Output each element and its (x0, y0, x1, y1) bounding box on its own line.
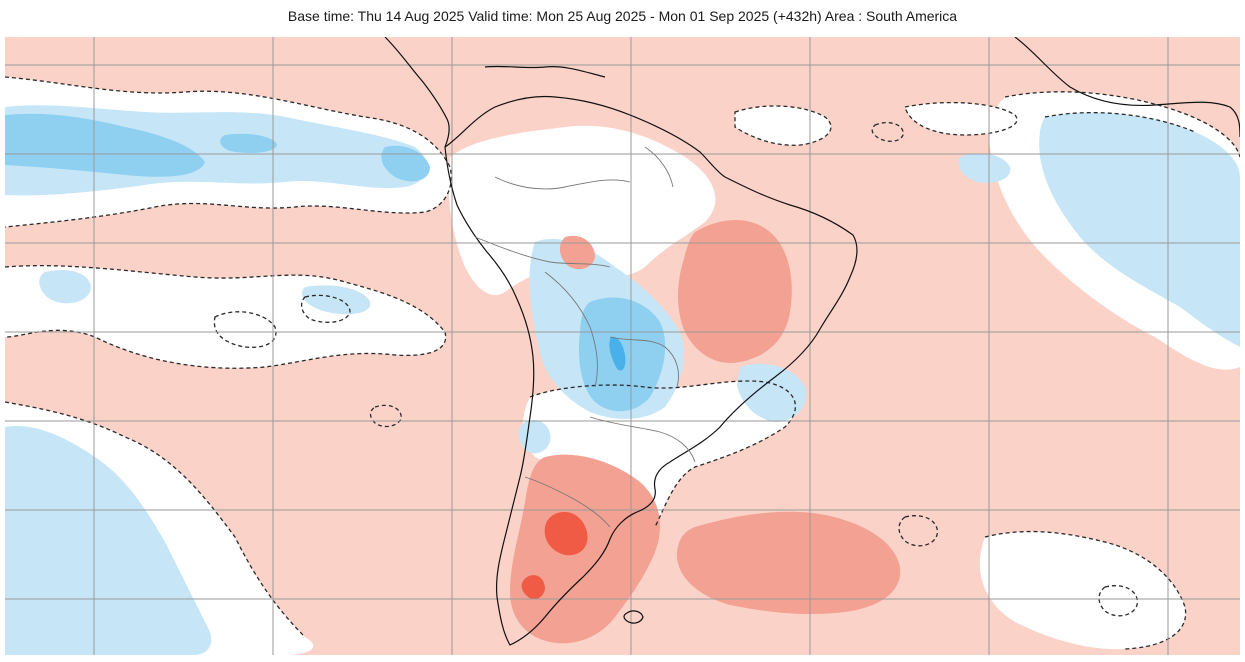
warm-moderate-zones (510, 219, 901, 644)
map-canvas (5, 37, 1240, 655)
country-borders (474, 146, 696, 528)
warm-strong-zones (521, 511, 588, 600)
anomaly-contours (5, 76, 1240, 650)
map-title: Base time: Thu 14 Aug 2025 Valid time: M… (287, 8, 958, 24)
lat-lon-grid (5, 37, 1240, 655)
anomaly-map[interactable] (5, 37, 1240, 655)
coastlines (384, 37, 1240, 646)
cool-strong-zones (609, 336, 626, 371)
